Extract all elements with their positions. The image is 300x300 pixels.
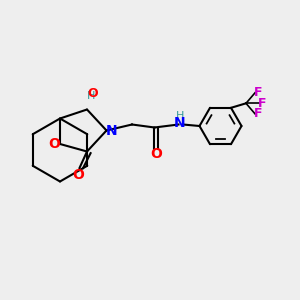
Text: H: H — [176, 110, 184, 121]
Text: O: O — [150, 148, 162, 161]
Text: N: N — [106, 124, 118, 137]
Text: F: F — [258, 97, 267, 110]
Text: O: O — [87, 86, 98, 100]
Text: O: O — [49, 137, 61, 151]
Text: O: O — [72, 168, 84, 182]
Text: F: F — [254, 86, 262, 99]
Text: N: N — [174, 116, 186, 130]
Text: H: H — [86, 91, 95, 101]
Text: F: F — [254, 107, 262, 120]
